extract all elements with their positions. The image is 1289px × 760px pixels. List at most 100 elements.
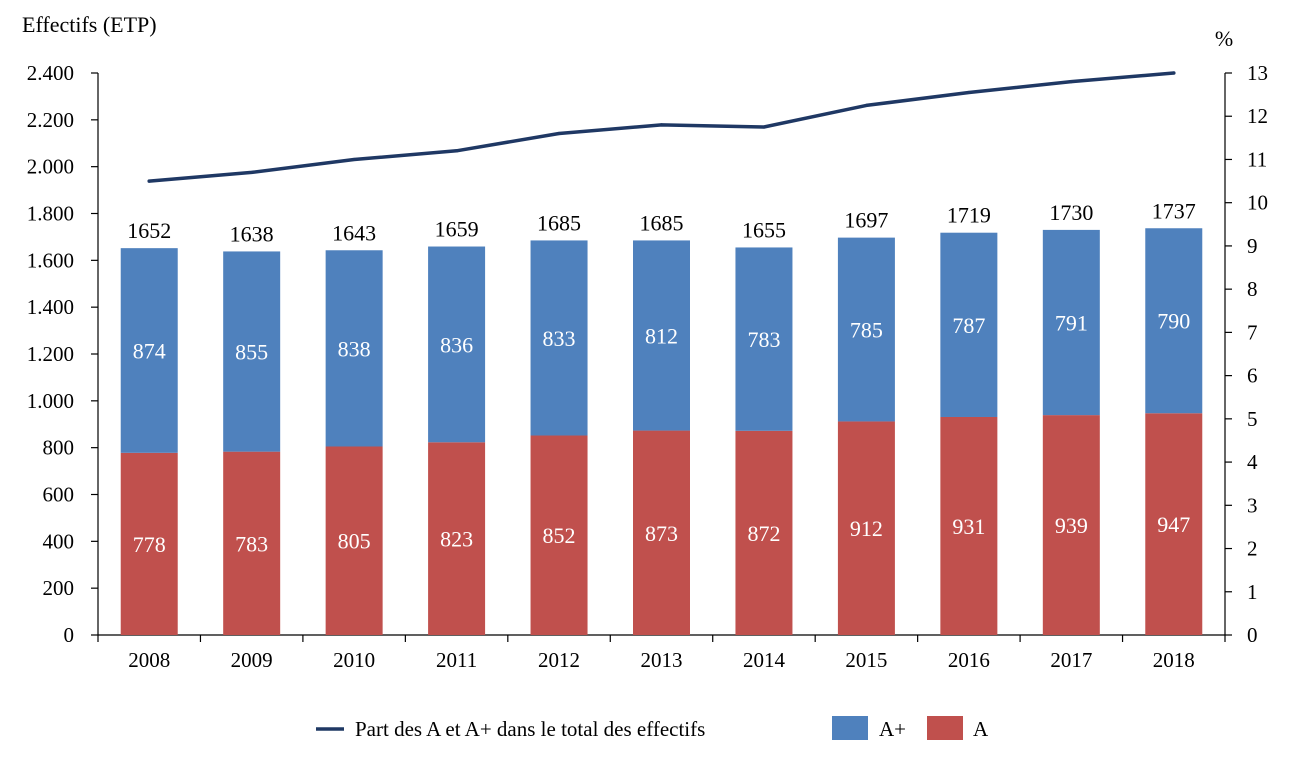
line-series bbox=[147, 71, 1176, 183]
data-label-a: 805 bbox=[338, 529, 371, 554]
line-point bbox=[1172, 71, 1176, 75]
y2-tick-label: 3 bbox=[1247, 493, 1258, 517]
bar-a bbox=[1042, 415, 1100, 635]
bar-a bbox=[1145, 413, 1203, 635]
y2-tick-label: 8 bbox=[1247, 277, 1258, 301]
line-point bbox=[864, 103, 869, 108]
x-tick-label: 2017 bbox=[1050, 648, 1092, 672]
bar-a bbox=[940, 416, 998, 635]
bar-a-plus bbox=[428, 246, 486, 443]
data-label-total: 1652 bbox=[127, 218, 171, 243]
y2-tick-label: 2 bbox=[1247, 537, 1258, 561]
bar-a-plus bbox=[735, 247, 793, 431]
y-tick-label: 1.600 bbox=[27, 248, 74, 272]
bar-a-plus bbox=[325, 250, 383, 447]
data-label-a: 778 bbox=[133, 532, 166, 557]
data-label-a: 912 bbox=[850, 516, 883, 541]
data-label-a-plus: 833 bbox=[543, 326, 576, 351]
y2-tick-label: 12 bbox=[1247, 104, 1268, 128]
y2-tick-label: 6 bbox=[1247, 364, 1258, 388]
line-point bbox=[454, 149, 459, 153]
x-axis: 2008 2009 2010 2011 2012 2013 2014 2015 2016 2017… bbox=[97, 634, 1226, 672]
legend: Part des A et A+ dans le total des effec… bbox=[316, 716, 989, 741]
line-point bbox=[659, 123, 664, 127]
data-label-a-plus: 836 bbox=[440, 332, 473, 357]
data-label-total: 1643 bbox=[332, 220, 376, 245]
x-tick-label: 2015 bbox=[845, 648, 887, 672]
bar-a bbox=[837, 421, 895, 635]
data-label-a: 872 bbox=[747, 521, 780, 546]
y-tick-label: 0 bbox=[64, 623, 75, 647]
x-tick-label: 2008 bbox=[128, 648, 170, 672]
data-label-total: 1685 bbox=[640, 210, 684, 235]
x-tick-label: 2010 bbox=[333, 648, 375, 672]
data-label-a: 823 bbox=[440, 527, 473, 552]
bar-a bbox=[633, 430, 690, 635]
x-tick-label: 2011 bbox=[436, 648, 477, 672]
line-point bbox=[967, 90, 971, 95]
y-tick-label: 2.200 bbox=[27, 108, 74, 132]
bar-a-plus bbox=[1145, 228, 1203, 414]
y2-tick-label: 7 bbox=[1247, 320, 1258, 344]
bar-a bbox=[428, 442, 486, 635]
line-point bbox=[147, 179, 151, 183]
y-tick-label: 800 bbox=[43, 436, 75, 460]
x-tick-label: 2018 bbox=[1153, 648, 1195, 672]
bar-a-plus bbox=[223, 251, 281, 452]
data-label-total: 1730 bbox=[1049, 200, 1093, 225]
data-label-total: 1697 bbox=[844, 208, 888, 233]
data-label-total: 1659 bbox=[435, 217, 479, 242]
bar-a bbox=[223, 451, 281, 635]
data-label-total: 1737 bbox=[1152, 198, 1196, 223]
y-tick-label: 1.400 bbox=[27, 295, 74, 319]
data-label-a-plus: 783 bbox=[747, 327, 780, 352]
y-tick-label: 1.200 bbox=[27, 342, 74, 366]
line-point bbox=[762, 125, 766, 129]
data-label-a-plus: 787 bbox=[952, 313, 985, 338]
data-label-a: 852 bbox=[543, 523, 576, 548]
legend-label: Part des A et A+ dans le total des effec… bbox=[355, 717, 705, 741]
y2-tick-label: 4 bbox=[1247, 450, 1258, 474]
bar-a-plus bbox=[1042, 229, 1100, 416]
y2-tick-label: 1 bbox=[1247, 580, 1258, 604]
data-label-a: 939 bbox=[1055, 513, 1088, 538]
y2-tick-label: 10 bbox=[1247, 191, 1268, 215]
data-label-a-plus: 838 bbox=[338, 336, 371, 361]
data-label-a: 783 bbox=[235, 531, 268, 556]
x-tick-label: 2014 bbox=[743, 648, 786, 672]
data-label-a: 873 bbox=[645, 521, 678, 546]
y-axis-title: Effectifs (ETP) bbox=[22, 12, 157, 37]
bar-a-plus bbox=[120, 248, 178, 453]
y-tick-label: 2.400 bbox=[27, 61, 74, 85]
bar-a-plus bbox=[530, 240, 588, 436]
y-axis: 0 200 400 600 800 1.000 1.200 1.400 1.600 1.800 2.… bbox=[27, 61, 99, 647]
data-label-total: 1719 bbox=[947, 203, 991, 228]
bar-a-plus bbox=[940, 232, 998, 417]
data-label-total: 1638 bbox=[230, 221, 274, 246]
line-point bbox=[557, 131, 561, 136]
line-point bbox=[250, 170, 254, 175]
y2-tick-label: 13 bbox=[1247, 61, 1268, 85]
bar-a-plus bbox=[837, 237, 895, 422]
bar-a bbox=[325, 446, 383, 635]
data-label-a-plus: 855 bbox=[235, 340, 268, 365]
line-point bbox=[352, 157, 356, 162]
y2-axis-title: % bbox=[1215, 26, 1233, 51]
line-point bbox=[1069, 80, 1073, 84]
y2-tick-label: 0 bbox=[1247, 623, 1258, 647]
x-tick-label: 2012 bbox=[538, 648, 580, 672]
y2-tick-label: 5 bbox=[1247, 407, 1258, 431]
data-label-total: 1655 bbox=[742, 217, 786, 242]
data-label-a-plus: 874 bbox=[133, 338, 166, 363]
bar-a-plus bbox=[633, 240, 690, 431]
y-tick-label: 400 bbox=[43, 529, 75, 553]
legend-swatch-a bbox=[927, 716, 963, 740]
data-label-a: 947 bbox=[1157, 512, 1190, 537]
data-label-a-plus: 791 bbox=[1055, 311, 1088, 336]
y2-tick-label: 9 bbox=[1247, 234, 1258, 258]
data-label-a-plus: 812 bbox=[645, 324, 678, 349]
legend-label: A bbox=[973, 717, 989, 741]
x-tick-label: 2013 bbox=[641, 648, 683, 672]
